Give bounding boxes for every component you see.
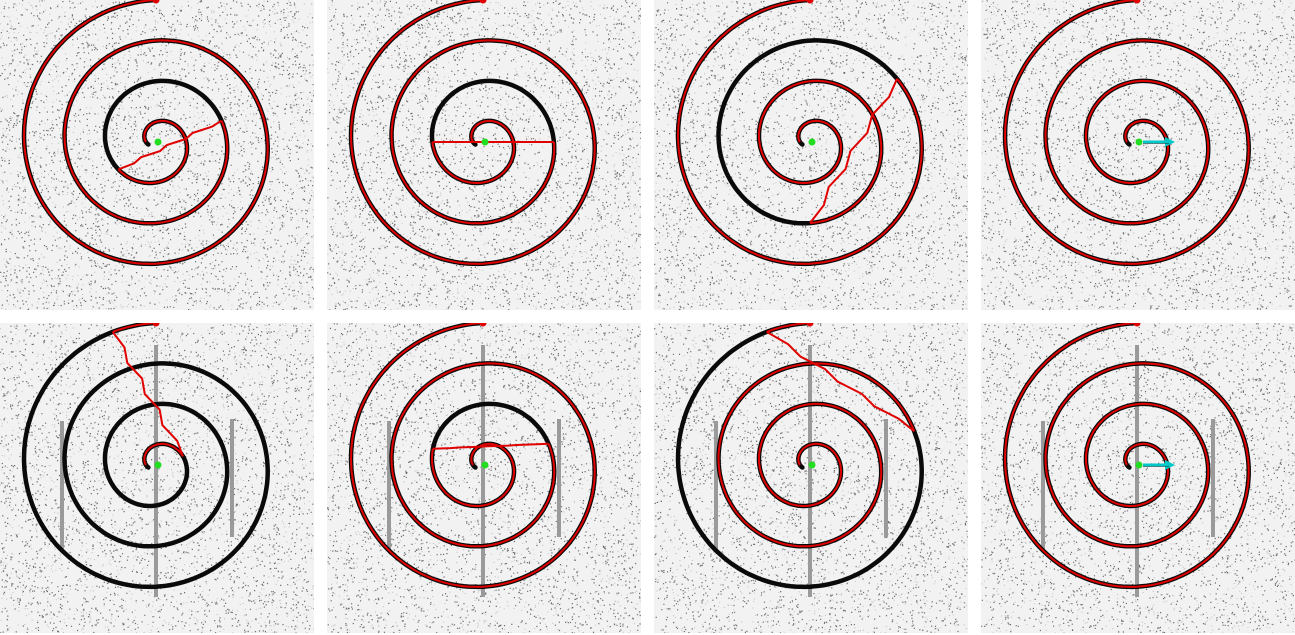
- maze-svg: [654, 323, 968, 633]
- panel-r1-c3: [654, 0, 968, 310]
- path-inner-segment: [758, 79, 883, 225]
- solution-path: [22, 0, 269, 265]
- path-full: [1003, 323, 1250, 588]
- barrier-center: [1135, 345, 1139, 597]
- barrier-center: [154, 345, 158, 597]
- direction-arrows: [1143, 460, 1175, 470]
- path-shortcut: [111, 331, 184, 457]
- barrier-lines: [387, 345, 561, 597]
- barrier-left: [1041, 421, 1045, 549]
- maze-svg: [327, 323, 641, 633]
- barrier-right: [884, 419, 888, 537]
- barrier-right: [230, 419, 234, 537]
- solution-path: [349, 323, 596, 588]
- path-shortcut: [809, 78, 898, 224]
- path-outer-segment: [112, 323, 157, 333]
- maze-svg: [0, 0, 314, 310]
- start-marker: [1133, 323, 1141, 327]
- start-marker: [806, 323, 814, 327]
- path-outer-segment: [349, 323, 596, 588]
- maze-svg: [654, 0, 968, 310]
- solution-path: [676, 0, 923, 265]
- barrier-right: [557, 419, 561, 537]
- panel-r1-c2: [327, 0, 641, 310]
- panel-r1-c4: [981, 0, 1295, 310]
- path-outer-segment: [349, 0, 596, 265]
- panel-r1-c1: [0, 0, 314, 310]
- start-marker: [152, 0, 160, 4]
- goal-marker: [1135, 138, 1143, 146]
- barrier-center: [481, 345, 485, 597]
- start-marker: [152, 323, 160, 327]
- solution-path: [349, 0, 596, 265]
- barrier-left: [60, 421, 64, 549]
- direction-arrows: [1143, 137, 1175, 147]
- path-shortcut: [432, 442, 549, 450]
- solution-path: [717, 323, 916, 548]
- start-marker: [1133, 0, 1141, 4]
- path-shortcut: [766, 331, 915, 432]
- goal-marker: [154, 461, 162, 469]
- maze-svg: [327, 0, 641, 310]
- goal-marker: [808, 138, 816, 146]
- start-marker: [479, 0, 487, 4]
- path-inner-segment: [117, 119, 188, 184]
- barrier-left: [714, 421, 718, 549]
- start-marker: [479, 323, 487, 327]
- path-outer-segment: [676, 0, 923, 265]
- panel-r2-c4: [981, 323, 1295, 633]
- panel-r2-c3: [654, 323, 968, 633]
- barrier-lines: [60, 345, 234, 597]
- maze-svg: [0, 323, 314, 633]
- barrier-right: [1211, 419, 1215, 537]
- maze-svg: [981, 323, 1295, 633]
- goal-marker: [154, 138, 162, 146]
- barrier-lines: [1041, 345, 1215, 597]
- path-outer-segment: [766, 323, 811, 333]
- barrier-left: [387, 421, 391, 549]
- goal-marker: [481, 461, 489, 469]
- panel-r2-c2: [327, 323, 641, 633]
- arrow-center-icon: [1143, 460, 1175, 470]
- path-shortcut: [117, 119, 223, 171]
- solution-path: [1003, 323, 1250, 588]
- path-outer-segment: [22, 0, 269, 265]
- goal-marker: [481, 138, 489, 146]
- goal-marker: [808, 461, 816, 469]
- arrow-center-icon: [1143, 137, 1175, 147]
- maze-svg: [981, 0, 1295, 310]
- start-marker: [806, 0, 814, 4]
- path-inner-segment: [431, 442, 515, 507]
- barrier-center: [808, 345, 812, 597]
- goal-marker: [1135, 461, 1143, 469]
- path-inner-segment: [143, 442, 184, 466]
- solution-path: [111, 323, 184, 466]
- solution-path: [1003, 0, 1250, 265]
- barrier-lines: [714, 345, 888, 597]
- spiral-wall: [21, 323, 270, 590]
- path-inner-segment: [717, 362, 916, 548]
- panel-r2-c1: [0, 323, 314, 633]
- path-full: [1003, 0, 1250, 265]
